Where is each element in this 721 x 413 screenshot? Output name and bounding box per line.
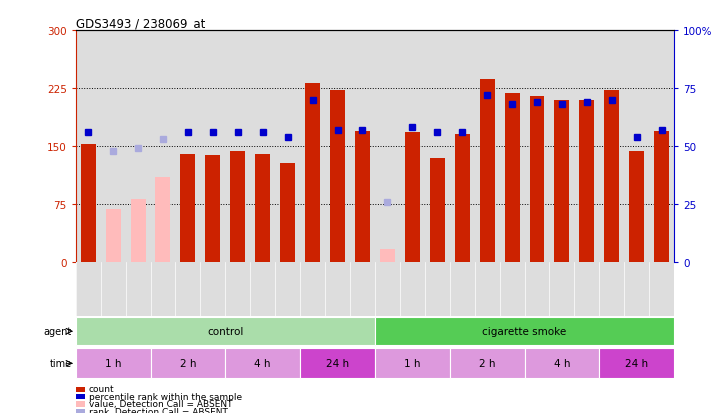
Text: percentile rank within the sample: percentile rank within the sample [89,392,242,401]
Bar [305,83,320,262]
Bar [205,156,221,262]
Text: 4 h: 4 h [554,358,570,368]
Bar [455,135,469,262]
Bar [375,318,674,345]
Bar [76,349,151,378]
Bar [505,94,520,262]
Bar [580,100,594,262]
Bar [529,97,544,262]
Text: 1 h: 1 h [404,358,420,368]
Text: count: count [89,385,115,394]
Text: value, Detection Call = ABSENT: value, Detection Call = ABSENT [89,399,232,408]
Bar [375,349,450,378]
Bar [404,133,420,262]
Text: 2 h: 2 h [180,358,196,368]
Bar [450,349,524,378]
Bar [430,158,445,262]
Bar [81,145,96,262]
Bar [629,152,645,262]
Text: 1 h: 1 h [105,358,121,368]
Text: cigarette smoke: cigarette smoke [482,326,567,337]
Bar [599,349,674,378]
Bar [554,100,570,262]
Bar [654,131,669,262]
Text: GDS3493 / 238069_at: GDS3493 / 238069_at [76,17,205,30]
Bar [524,349,599,378]
Bar [105,210,120,262]
Text: 4 h: 4 h [255,358,271,368]
Text: 24 h: 24 h [625,358,648,368]
Bar [255,154,270,262]
Bar [131,199,146,262]
Bar [151,349,225,378]
Text: rank, Detection Call = ABSENT: rank, Detection Call = ABSENT [89,407,228,413]
Bar [225,349,300,378]
Text: control: control [207,326,244,337]
Bar [280,164,295,262]
Bar [330,91,345,262]
Text: 24 h: 24 h [326,358,349,368]
Bar [180,154,195,262]
Bar [604,91,619,262]
Text: time: time [50,358,72,368]
Bar [380,249,395,262]
Bar [479,80,495,262]
Text: agent: agent [44,326,72,337]
Bar [76,318,375,345]
Bar [156,178,170,262]
Bar [300,349,375,378]
Bar [355,131,370,262]
Bar [230,152,245,262]
Text: 2 h: 2 h [479,358,495,368]
